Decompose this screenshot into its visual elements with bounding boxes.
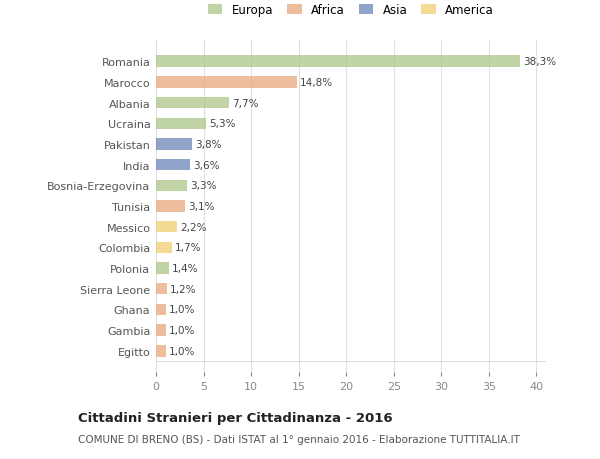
- Legend: Europa, Africa, Asia, America: Europa, Africa, Asia, America: [208, 4, 494, 17]
- Text: 1,7%: 1,7%: [175, 243, 202, 253]
- Bar: [156, 77, 297, 88]
- Text: 5,3%: 5,3%: [209, 119, 236, 129]
- Text: 38,3%: 38,3%: [523, 57, 556, 67]
- Text: 1,4%: 1,4%: [172, 263, 199, 274]
- Bar: [156, 118, 206, 129]
- Text: 14,8%: 14,8%: [299, 78, 333, 88]
- Text: 3,1%: 3,1%: [188, 202, 215, 212]
- Text: Cittadini Stranieri per Cittadinanza - 2016: Cittadini Stranieri per Cittadinanza - 2…: [78, 411, 392, 424]
- Bar: [156, 98, 229, 109]
- Text: COMUNE DI BRENO (BS) - Dati ISTAT al 1° gennaio 2016 - Elaborazione TUTTITALIA.I: COMUNE DI BRENO (BS) - Dati ISTAT al 1° …: [78, 434, 520, 444]
- Text: 3,8%: 3,8%: [195, 140, 221, 150]
- Text: 7,7%: 7,7%: [232, 98, 259, 108]
- Bar: [156, 56, 520, 67]
- Text: 1,0%: 1,0%: [169, 325, 195, 336]
- Text: 3,6%: 3,6%: [193, 160, 220, 170]
- Bar: [156, 284, 167, 295]
- Bar: [156, 304, 166, 315]
- Bar: [156, 346, 166, 357]
- Text: 2,2%: 2,2%: [180, 222, 206, 232]
- Text: 3,3%: 3,3%: [190, 181, 217, 191]
- Bar: [156, 325, 166, 336]
- Text: 1,0%: 1,0%: [169, 305, 195, 315]
- Text: 1,0%: 1,0%: [169, 346, 195, 356]
- Bar: [156, 180, 187, 191]
- Text: 1,2%: 1,2%: [170, 284, 197, 294]
- Bar: [156, 242, 172, 253]
- Bar: [156, 139, 192, 150]
- Bar: [156, 160, 190, 171]
- Bar: [156, 263, 169, 274]
- Bar: [156, 201, 185, 212]
- Bar: [156, 222, 177, 233]
